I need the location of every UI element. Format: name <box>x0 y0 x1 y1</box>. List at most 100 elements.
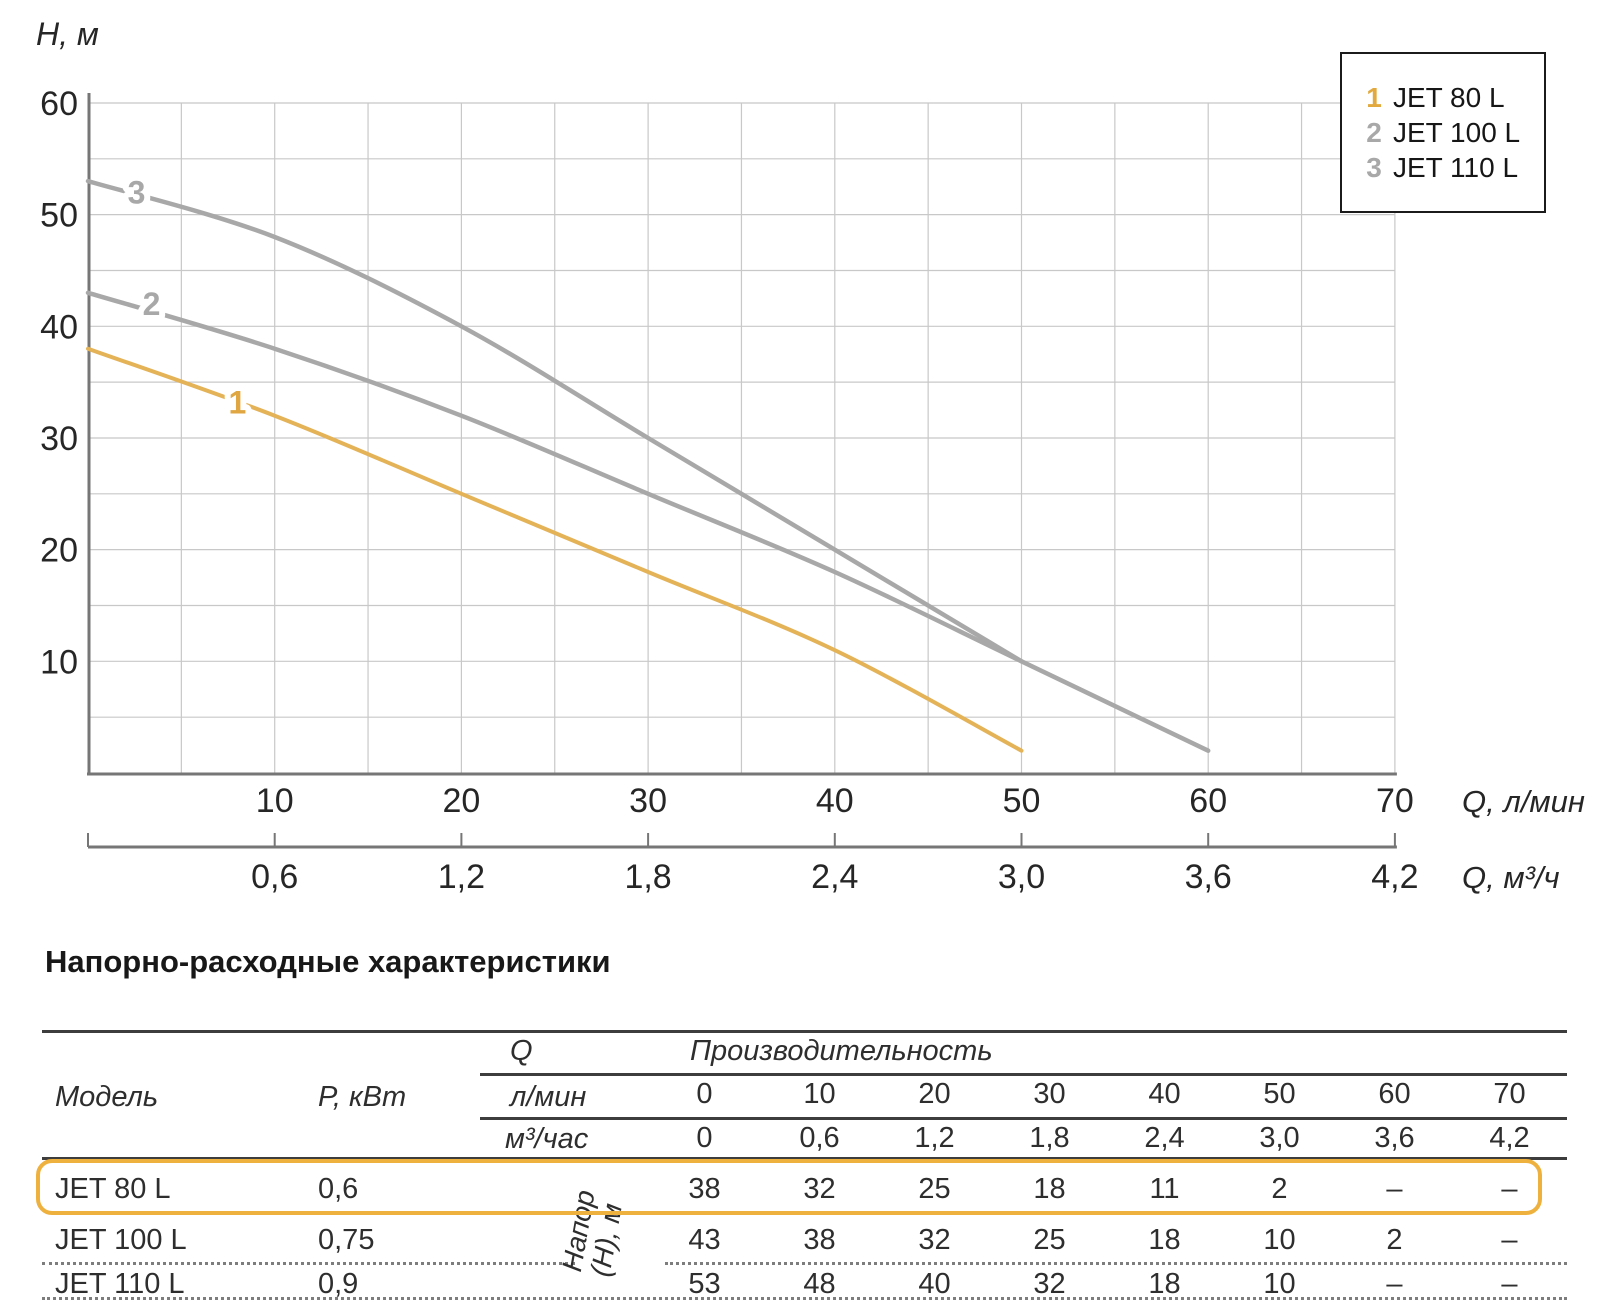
model-name-jet-110-l: JET 110 L <box>55 1268 185 1300</box>
table-unit-m3h: м³/час <box>505 1123 589 1155</box>
table-row-m3h-values: 0 0,6 1,2 1,8 2,4 3,0 3,6 4,2 <box>647 1124 1567 1153</box>
table-row-jet-110-l-values: 53 48 40 32 18 10 – – <box>647 1270 1567 1299</box>
table-dotted-rule-right <box>665 1262 1567 1265</box>
head-value: 11 <box>1149 1173 1180 1205</box>
lmin-value: 60 <box>1378 1078 1411 1110</box>
legend-item-jet-110-l: 3 JET 110 L <box>1362 151 1544 183</box>
table-top-rule <box>42 1030 1567 1033</box>
y-tick-label: 40 <box>40 308 78 346</box>
x-tick-label-lmin: 30 <box>629 782 667 820</box>
y-tick-label: 50 <box>40 197 78 235</box>
x-axis-title-lmin: Q, л/мин <box>1462 784 1585 819</box>
power-value: 0,9 <box>318 1268 359 1300</box>
m3h-value: 0,6 <box>799 1122 840 1154</box>
y-tick-labels: 10 20 30 40 50 60 <box>40 85 78 681</box>
table-unit-lmin: л/мин <box>510 1081 587 1113</box>
x-tick-label-lmin: 60 <box>1189 782 1227 820</box>
curve-marker-3: 3 <box>128 174 146 210</box>
legend-model-label: JET 110 L <box>1393 151 1519 183</box>
head-value: 53 <box>688 1268 721 1300</box>
head-value: 38 <box>803 1224 836 1256</box>
m3h-value: 4,2 <box>1489 1122 1530 1154</box>
table-rule-under-lmin <box>480 1117 1567 1120</box>
m3h-value: 0 <box>696 1122 713 1154</box>
table-model-header: Модель <box>55 1081 159 1113</box>
legend-curve-number: 1 <box>1366 81 1382 113</box>
highlighted-row-outline <box>36 1159 1542 1215</box>
head-value: 40 <box>918 1268 951 1300</box>
legend-curve-number: 2 <box>1366 116 1382 148</box>
x-tick-labels-lmin: 10 20 30 40 50 60 70 <box>256 782 1414 820</box>
lmin-value: 10 <box>803 1078 836 1110</box>
head-value: 2 <box>1271 1173 1288 1205</box>
head-value: – <box>1501 1268 1518 1300</box>
x-tick-label-lmin: 40 <box>816 782 854 820</box>
curve-marker-2: 2 <box>143 286 161 322</box>
head-value: 38 <box>688 1173 721 1205</box>
x-tick-label-lmin: 20 <box>442 782 480 820</box>
table-title: Напорно-расходные характеристики <box>45 944 611 979</box>
m3h-value: 3,6 <box>1374 1122 1415 1154</box>
head-value: – <box>1386 1173 1403 1205</box>
legend-model-label: JET 100 L <box>1393 116 1521 148</box>
table-q-header: Q <box>510 1035 533 1067</box>
head-value: 10 <box>1263 1224 1296 1256</box>
table-row-jet-100-l-values: 43 38 32 25 18 10 2 – <box>647 1226 1567 1255</box>
curve-marker-1: 1 <box>228 384 246 420</box>
legend-model-label: JET 80 L <box>1393 81 1505 113</box>
y-tick-label: 20 <box>40 532 78 570</box>
x-tick-label-m3h: 1,8 <box>624 858 671 896</box>
head-value: 43 <box>688 1224 721 1256</box>
head-value: 25 <box>918 1173 951 1205</box>
table-row-jet-80-l-values: 38 32 25 18 11 2 – – <box>647 1175 1567 1204</box>
legend-item-jet-100-l: 2 JET 100 L <box>1362 116 1544 148</box>
m3h-value: 1,8 <box>1029 1122 1070 1154</box>
y-tick-label: 30 <box>40 420 78 458</box>
head-value: 32 <box>803 1173 836 1205</box>
curve-jet-80-l <box>86 346 1024 753</box>
gridlines <box>88 102 1396 773</box>
head-value: 32 <box>1033 1268 1066 1300</box>
curve-jet-110-l <box>85 178 1024 664</box>
head-value: – <box>1501 1173 1518 1205</box>
chart-legend: 1 JET 80 L 2 JET 100 L 3 JET 110 L <box>1340 52 1546 213</box>
head-value: 32 <box>918 1224 951 1256</box>
table-productivity-header: Производительность <box>690 1035 993 1067</box>
lmin-value: 70 <box>1493 1078 1526 1110</box>
lmin-value: 30 <box>1033 1078 1066 1110</box>
x-tick-labels-m3h: 0,6 1,2 1,8 2,4 3,0 3,6 4,2 <box>251 858 1418 896</box>
head-value: – <box>1501 1224 1518 1256</box>
power-value: 0,6 <box>318 1173 359 1205</box>
power-value: 0,75 <box>318 1224 375 1256</box>
head-value: 25 <box>1033 1224 1066 1256</box>
x-tick-label-m3h: 2,4 <box>811 858 858 896</box>
head-value: 10 <box>1263 1268 1296 1300</box>
x-tick-label-m3h: 3,6 <box>1185 858 1232 896</box>
table-rule-under-header <box>42 1157 1567 1160</box>
head-value: 18 <box>1148 1268 1181 1300</box>
x-tick-label-m3h: 4,2 <box>1371 858 1418 896</box>
legend-curve-number: 3 <box>1366 151 1382 183</box>
axes <box>87 93 1397 849</box>
x-tick-label-m3h: 0,6 <box>251 858 298 896</box>
y-tick-label: 10 <box>40 643 78 681</box>
table-power-header: Р, кВт <box>318 1081 407 1113</box>
lmin-value: 0 <box>696 1078 713 1110</box>
pump-performance-chart: 10 20 30 40 50 60 10 20 30 40 50 60 70 0,6 1,2 1,8 2,4 3,… <box>36 16 1585 896</box>
head-value: 48 <box>803 1268 836 1300</box>
head-value: 18 <box>1033 1173 1066 1205</box>
table-row-lmin-values: 0 10 20 30 40 50 60 70 <box>647 1080 1567 1109</box>
lmin-value: 50 <box>1263 1078 1296 1110</box>
lmin-value: 20 <box>918 1078 951 1110</box>
model-name-jet-80-l: JET 80 L <box>55 1173 171 1205</box>
head-value: 2 <box>1386 1224 1403 1256</box>
m3h-value: 2,4 <box>1144 1122 1185 1154</box>
legend-item-jet-80-l: 1 JET 80 L <box>1362 81 1544 113</box>
y-tick-label: 60 <box>40 85 78 123</box>
x-tick-label-lmin: 10 <box>256 782 294 820</box>
x-tick-label-m3h: 1,2 <box>438 858 485 896</box>
m3h-value: 3,0 <box>1259 1122 1300 1154</box>
table-dotted-rule-left <box>42 1262 575 1265</box>
lmin-value: 40 <box>1148 1078 1181 1110</box>
